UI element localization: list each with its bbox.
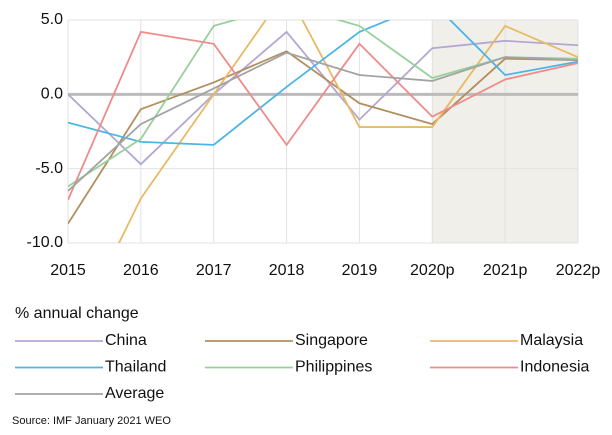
plot-area <box>68 20 578 243</box>
series-line <box>68 20 578 146</box>
y-tick-label: -10.0 <box>27 234 64 251</box>
background-layer <box>67 19 579 244</box>
x-tick-label: 2019 <box>342 262 378 279</box>
x-tick-label: 2018 <box>269 262 305 279</box>
x-tick-label: 2015 <box>50 262 86 279</box>
x-tick-label: 2020p <box>410 262 455 279</box>
legend-label: Average <box>105 385 164 402</box>
series-line <box>68 30 578 201</box>
source: Source: IMF January 2021 WEO <box>12 415 171 427</box>
x-tick-label: 2022p <box>556 262 601 279</box>
legend-label: Singapore <box>295 332 368 349</box>
y-tick-label: -5.0 <box>35 160 63 177</box>
x-tick-label: 2016 <box>123 262 159 279</box>
y-tick-label: 0.0 <box>41 86 63 103</box>
legend-title: % annual change <box>15 305 139 322</box>
legend-label: Thailand <box>105 359 166 376</box>
y-tick-label: 5.0 <box>41 11 63 28</box>
legend-label: Philippines <box>295 359 372 376</box>
x-tick-label: 2021p <box>483 262 528 279</box>
legend-label: Indonesia <box>520 359 589 376</box>
legend-label: China <box>105 332 147 349</box>
legend-label: Malaysia <box>520 332 583 349</box>
x-tick-label: 2017 <box>196 262 232 279</box>
series-line <box>68 50 578 225</box>
series-line <box>68 51 578 192</box>
